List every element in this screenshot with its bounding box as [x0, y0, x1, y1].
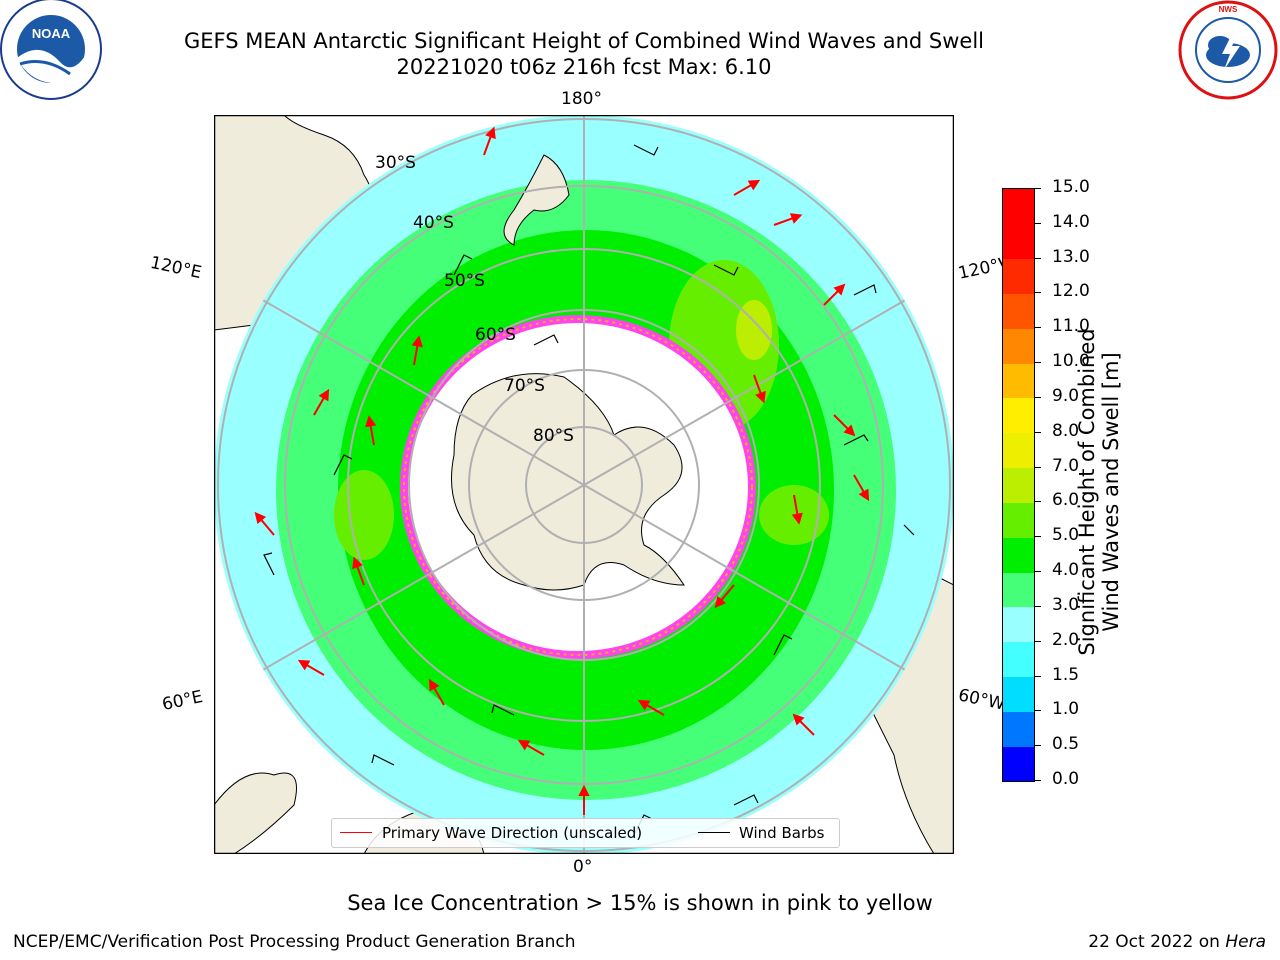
colorbar-tick-mark [1034, 327, 1041, 329]
lon-label-180: 180° [561, 89, 602, 109]
colorbar-tick-label: 6.0 [1052, 490, 1080, 511]
colorbar-tick-label: 0.5 [1052, 734, 1080, 755]
lat-label-70s: 70°S [504, 376, 545, 396]
colorbar-segment [1003, 258, 1034, 294]
colorbar-tick-label: 2.0 [1052, 629, 1080, 650]
colorbar-tick-mark [1034, 710, 1041, 712]
colorbar-tick-mark [1034, 292, 1041, 294]
lat-label-50s: 50°S [444, 271, 485, 291]
colorbar-tick-mark [1034, 571, 1041, 573]
colorbar-segment [1003, 502, 1034, 538]
colorbar-segment [1003, 363, 1034, 399]
polar-map [213, 114, 955, 855]
lat-label-60s: 60°S [475, 325, 516, 345]
colorbar-segment [1003, 223, 1034, 260]
colorbar-segment [1003, 676, 1034, 712]
colorbar-tick-label: 9.0 [1052, 385, 1080, 406]
colorbar-tick-label: 12.0 [1052, 281, 1090, 302]
colorbar-segment [1003, 189, 1034, 225]
noaa-logo: NOAA [0, 0, 104, 104]
colorbar-segment [1003, 711, 1034, 747]
lat-label-30s: 30°S [375, 153, 416, 173]
colorbar-tick-label: 10.0 [1052, 351, 1090, 372]
colorbar-tick-mark [1034, 362, 1041, 364]
colorbar-segment [1003, 467, 1034, 503]
colorbar-tick-label: 3.0 [1052, 594, 1080, 615]
colorbar-tick-mark [1034, 188, 1041, 189]
colorbar-tick-mark [1034, 605, 1041, 607]
colorbar-tick-mark [1034, 536, 1041, 538]
colorbar-tick-label: 13.0 [1052, 246, 1090, 267]
colorbar-label-line2: Wind Waves and Swell [m] [1099, 352, 1123, 632]
colorbar-segment [1003, 572, 1034, 608]
colorbar-tick-label: 1.0 [1052, 699, 1080, 720]
lon-label-60e: 60°E [160, 686, 205, 716]
colorbar-label-line1: Significant Height of Combined [1075, 328, 1099, 656]
colorbar-segment [1003, 432, 1034, 469]
colorbar-tick-mark [1034, 780, 1041, 781]
colorbar-tick-label: 5.0 [1052, 525, 1080, 546]
noaa-text: NOAA [32, 26, 71, 41]
new-zealand-land [503, 154, 570, 246]
colorbar-tick-label: 8.0 [1052, 420, 1080, 441]
colorbar-segment [1003, 397, 1034, 434]
colorbar-tick-label: 11.0 [1052, 316, 1090, 337]
lon-label-0: 0° [573, 857, 593, 877]
wind-barbs [263, 144, 915, 836]
sea-ice-note: Sea Ice Concentration > 15% is shown in … [347, 891, 933, 915]
colorbar-segment [1003, 328, 1034, 364]
date-value: 22 Oct 2022 on [1088, 932, 1226, 952]
colorbar-tick-mark [1034, 640, 1041, 642]
colorbar-tick-mark [1034, 675, 1041, 677]
map-subtitle: 20221020 t06z 216h fcst Max: 6.10 [396, 55, 772, 79]
colorbar-tick-mark [1034, 745, 1041, 747]
credit-text: NCEP/EMC/Verification Post Processing Pr… [13, 932, 576, 952]
wave-legend-swatch [340, 832, 372, 833]
colorbar-tick-mark [1034, 431, 1041, 433]
map-title: GEFS MEAN Antarctic Significant Height o… [183, 29, 985, 53]
colorbar-tick-label: 7.0 [1052, 455, 1080, 476]
svg-text:NWS: NWS [1219, 5, 1238, 14]
colorbar-tick-label: 4.0 [1052, 560, 1080, 581]
colorbar-tick-label: 15.0 [1052, 177, 1090, 197]
wind-legend-swatch [698, 832, 730, 833]
wave-direction-arrows [254, 126, 870, 815]
colorbar-tick-mark [1034, 222, 1041, 224]
map-legend: Primary Wave Direction (unscaled) Wind B… [331, 818, 840, 848]
antarctica-land [451, 373, 685, 591]
colorbar-segment [1003, 606, 1034, 643]
wind-legend-label: Wind Barbs [739, 824, 825, 842]
colorbar-segment [1003, 641, 1034, 678]
colorbar-label: Significant Height of Combined Wind Wave… [1075, 328, 1175, 655]
colorbar-tick-label: 1.5 [1052, 664, 1080, 685]
wave-legend-label: Primary Wave Direction (unscaled) [382, 824, 643, 842]
machine-name: Hera [1225, 932, 1266, 952]
colorbar-tick-mark [1034, 257, 1041, 259]
colorbar-tick-label: 14.0 [1052, 211, 1090, 232]
colorbar-segment [1003, 293, 1034, 329]
lat-label-80s: 80°S [533, 426, 574, 446]
date-text: 22 Oct 2022 on Hera [1088, 932, 1266, 952]
colorbar-segment [1003, 537, 1034, 573]
africa-land [214, 772, 297, 854]
colorbar-tick-mark [1034, 396, 1041, 398]
colorbar-tick-label: 0.0 [1052, 769, 1080, 789]
nws-logo: NWS [1176, 0, 1280, 104]
lat-label-40s: 40°S [413, 213, 454, 233]
colorbar [1002, 188, 1035, 782]
lon-label-60w: 60°W [956, 685, 1007, 715]
lon-label-120e: 120°E [148, 252, 204, 284]
colorbar-tick-mark [1034, 466, 1041, 468]
colorbar-tick-mark [1034, 501, 1041, 503]
colorbar-segment [1003, 746, 1034, 782]
